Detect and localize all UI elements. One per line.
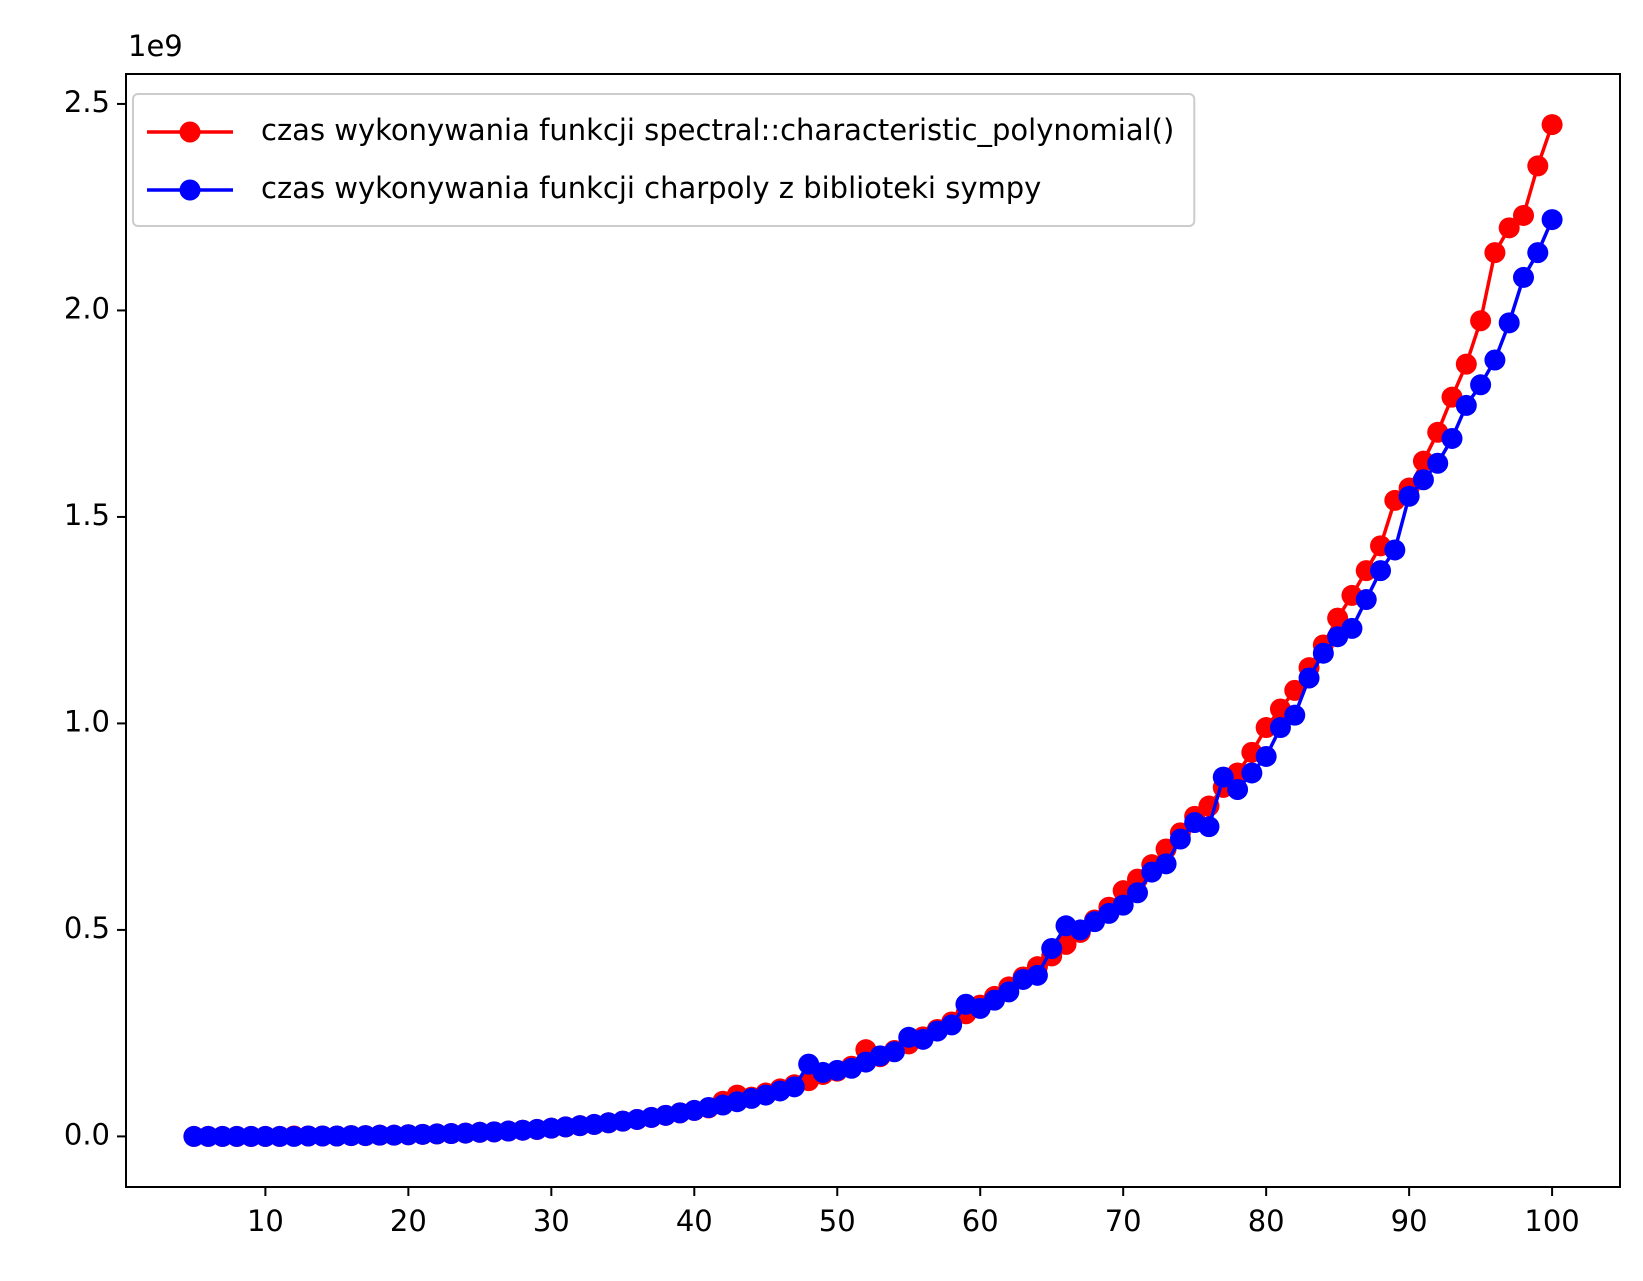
data-point — [1455, 394, 1477, 416]
data-point — [1498, 312, 1520, 334]
data-point — [941, 1014, 963, 1036]
data-point — [1512, 266, 1534, 288]
data-point — [1241, 762, 1263, 784]
data-point — [1198, 816, 1220, 838]
data-point — [998, 981, 1020, 1003]
y-tick-label: 0.0 — [64, 1117, 110, 1151]
data-point — [1041, 938, 1063, 959]
data-point — [1370, 560, 1392, 582]
legend-marker — [179, 121, 201, 143]
series-line — [193, 218, 1554, 1139]
data-point — [1384, 539, 1406, 561]
data-point — [1312, 642, 1334, 664]
data-point — [1126, 882, 1148, 904]
data-point — [1541, 114, 1563, 136]
data-point — [1484, 349, 1506, 371]
x-tick-label: 50 — [819, 1204, 856, 1238]
x-tick-label: 70 — [1105, 1204, 1142, 1238]
legend: czas wykonywania funkcji spectral::chara… — [132, 93, 1196, 227]
data-point — [783, 1076, 805, 1098]
data-point — [1498, 217, 1520, 239]
data-point — [1398, 485, 1420, 507]
x-tick-label: 10 — [247, 1204, 284, 1238]
data-point — [1412, 469, 1434, 491]
x-tick-label: 20 — [390, 1204, 427, 1238]
x-tick-label: 30 — [533, 1204, 570, 1238]
data-point — [1255, 745, 1277, 767]
data-point — [1455, 353, 1477, 375]
data-point — [1026, 964, 1048, 986]
data-point — [883, 1041, 905, 1063]
legend-label: czas wykonywania funkcji charpoly z bibl… — [261, 171, 1041, 205]
data-point — [1227, 779, 1249, 800]
data-point — [1112, 894, 1134, 916]
plot-frame — [125, 73, 1621, 1188]
data-point — [1470, 310, 1492, 332]
data-point — [1427, 452, 1449, 474]
data-point — [1169, 828, 1191, 850]
data-point — [1355, 589, 1377, 611]
legend-label: czas wykonywania funkcji spectral::chara… — [261, 113, 1174, 147]
x-tick-label: 60 — [962, 1204, 999, 1238]
data-point — [1284, 704, 1306, 726]
y-tick-label: 1.5 — [64, 498, 110, 532]
data-point — [1298, 667, 1320, 689]
x-tick-label: 40 — [676, 1204, 713, 1238]
data-point — [1441, 427, 1463, 449]
data-point — [1155, 853, 1177, 875]
x-tick-label: 100 — [1524, 1204, 1579, 1238]
data-point — [1541, 209, 1563, 231]
y-tick-label: 0.5 — [64, 911, 110, 945]
legend-box — [132, 93, 1196, 227]
y-tick-label: 2.0 — [64, 291, 110, 325]
y-tick-label: 1.0 — [64, 704, 110, 738]
offset-text: 1e9 — [128, 29, 183, 63]
x-tick-label: 90 — [1391, 1204, 1428, 1238]
data-point — [1212, 766, 1234, 788]
data-point — [1341, 617, 1363, 639]
data-point — [1269, 717, 1291, 739]
y-tick-label: 2.5 — [64, 85, 110, 119]
data-point — [1512, 204, 1534, 226]
data-point — [1484, 242, 1506, 264]
x-tick-label: 80 — [1248, 1204, 1285, 1238]
data-point — [1527, 155, 1549, 177]
legend-marker — [179, 179, 201, 201]
data-point — [1284, 679, 1306, 701]
data-point — [1527, 242, 1549, 264]
data-point — [1470, 374, 1492, 396]
